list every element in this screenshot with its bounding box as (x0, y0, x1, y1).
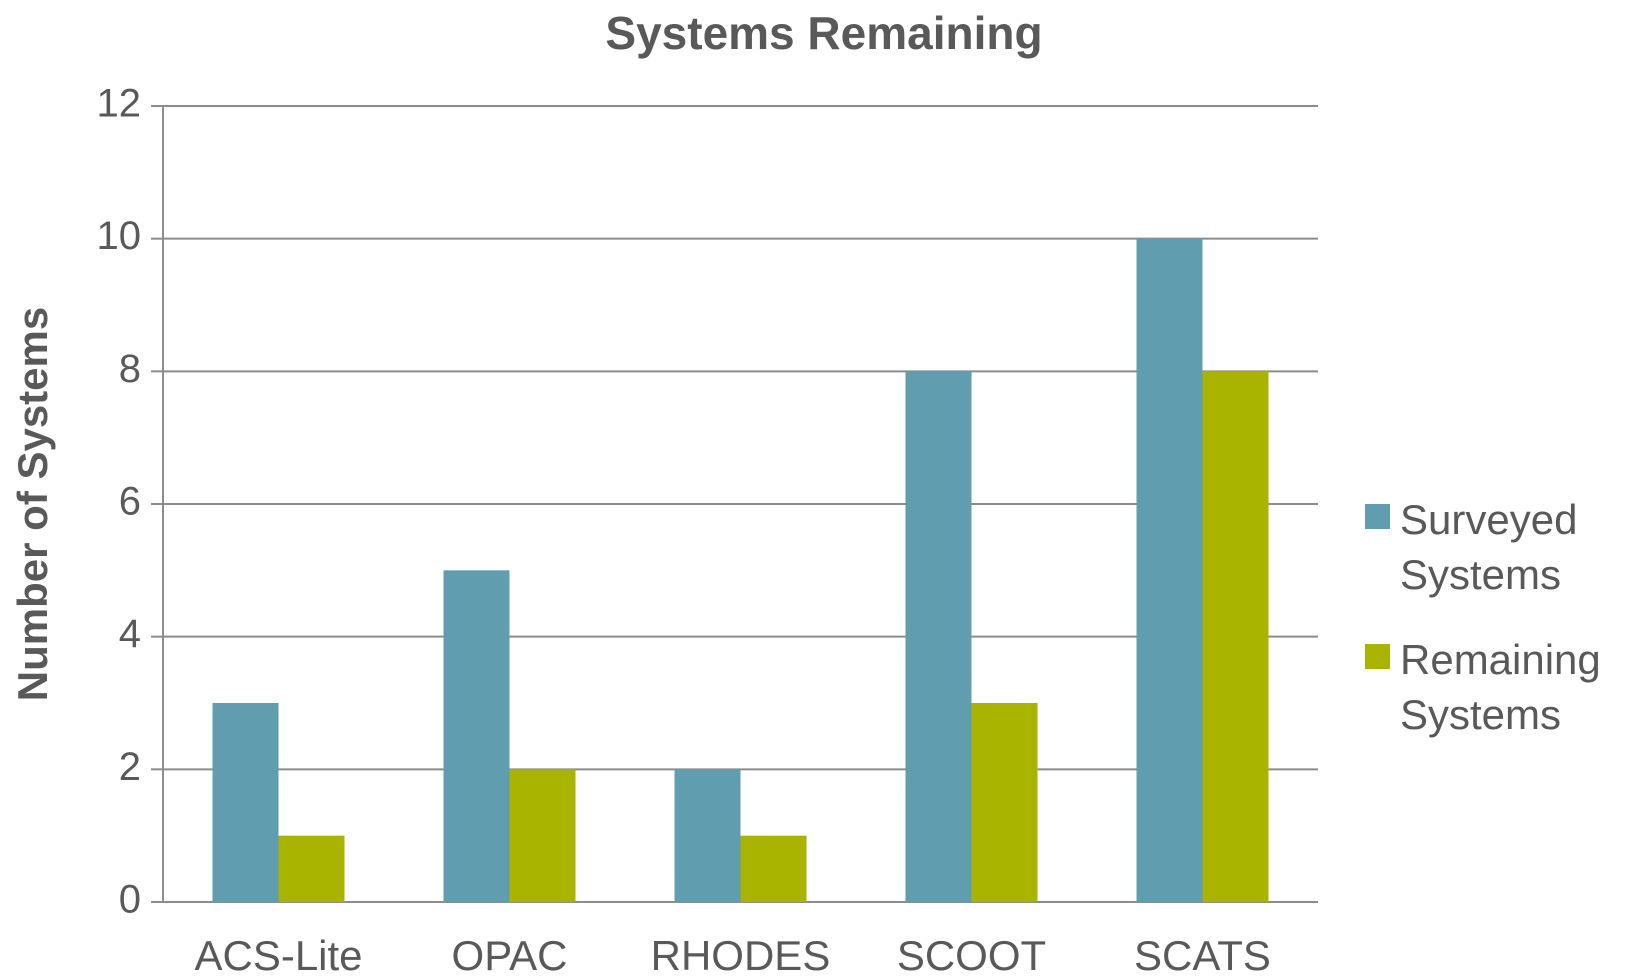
bar (443, 570, 510, 902)
bar (905, 371, 972, 902)
y-tick-label: 6 (119, 480, 141, 524)
legend-item: Remaining Systems (1365, 632, 1645, 742)
legend-item: Surveyed Systems (1365, 492, 1645, 602)
legend-swatch (1365, 504, 1390, 529)
legend-swatch (1365, 644, 1390, 669)
bar (1202, 371, 1269, 902)
y-tick-label: 10 (97, 214, 142, 258)
y-tick-label: 12 (97, 82, 142, 126)
y-tick-label: 4 (119, 612, 141, 656)
x-tick-label: ACS-Lite (194, 932, 362, 977)
y-tick-label: 8 (119, 347, 141, 391)
y-axis-label: Number of Systems (9, 307, 56, 701)
bar (674, 769, 741, 902)
x-tick-label: RHODES (651, 932, 831, 977)
bar (1136, 238, 1203, 902)
legend-label: Remaining Systems (1400, 636, 1601, 738)
chart-title: Systems Remaining (605, 7, 1042, 59)
bar (740, 835, 807, 902)
x-tick-label: SCATS (1134, 932, 1271, 977)
y-tick-label: 2 (119, 745, 141, 789)
bar (212, 703, 279, 902)
legend-label: Surveyed Systems (1400, 496, 1578, 598)
x-tick-label: OPAC (452, 932, 568, 977)
y-tick-label: 0 (119, 878, 141, 922)
bar (971, 703, 1038, 902)
x-tick-label: SCOOT (897, 932, 1046, 977)
bar (278, 835, 345, 902)
bar (509, 769, 576, 902)
